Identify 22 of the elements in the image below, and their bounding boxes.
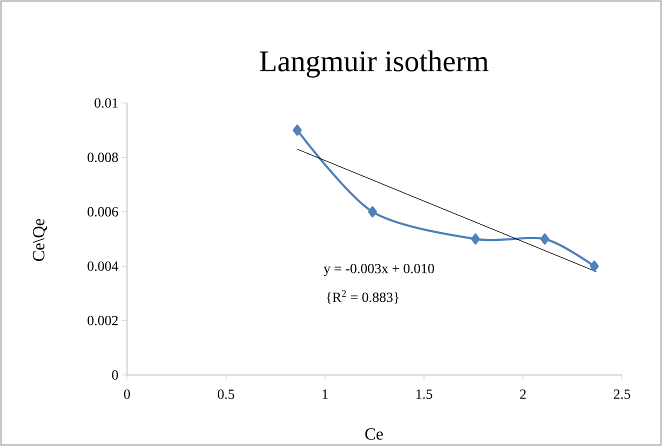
point bbox=[471, 233, 480, 245]
y-axis-title: Ce\Qe bbox=[33, 218, 47, 261]
y-tick-label: 0.008 bbox=[88, 152, 118, 162]
point bbox=[292, 124, 302, 136]
point bbox=[368, 206, 377, 218]
y-tick-label: 0.002 bbox=[88, 316, 118, 326]
annotation: {R$^{2}$ = 0.883} bbox=[326, 290, 399, 304]
x-tick-label: 2 bbox=[520, 390, 526, 399]
y-tick-label: 0.006 bbox=[88, 207, 118, 217]
x-tick-label: 1 bbox=[322, 390, 328, 399]
x-tick-label: 1.5 bbox=[416, 390, 432, 399]
point bbox=[590, 260, 599, 272]
annotation: y = -0.003x + 0.010 bbox=[324, 264, 434, 276]
x-tick-label: 0.5 bbox=[218, 390, 234, 399]
x-tick-label: 2.5 bbox=[614, 390, 630, 399]
y-tick-label: 0 bbox=[112, 370, 118, 380]
y-tick-label: 0.004 bbox=[88, 261, 118, 271]
y-tick-label: 0.01 bbox=[94, 98, 118, 108]
point bbox=[540, 233, 550, 245]
x-axis-title: Ce bbox=[365, 428, 383, 440]
x-tick-label: 0 bbox=[124, 390, 130, 399]
chart-title: Langmuir isotherm bbox=[260, 50, 489, 78]
